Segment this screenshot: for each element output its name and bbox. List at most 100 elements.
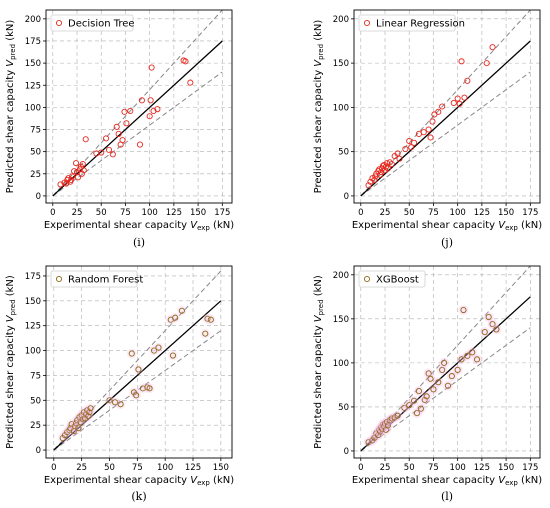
x-tick-label: 150 (213, 463, 229, 473)
y-tick-label: 200 (333, 271, 349, 281)
data-point (106, 397, 113, 404)
data-point (105, 146, 113, 153)
point-halo (437, 364, 448, 375)
lower-bound-line (53, 330, 222, 451)
x-tick-label: 125 (474, 463, 490, 473)
data-point (411, 139, 418, 146)
data-point (454, 366, 461, 373)
point-halo (421, 391, 432, 402)
data-point (421, 396, 428, 403)
point-halo (72, 415, 83, 426)
y-tick-label: 150 (25, 297, 41, 307)
data-point (86, 409, 93, 416)
panel-linear-regression: 0 25 50 75 100 125 150 175 0 50 100 150 200 Experimen… (313, 9, 542, 249)
point-halo (65, 423, 76, 434)
data-point (109, 151, 116, 158)
upper-bound-line (52, 10, 223, 197)
data-point (394, 412, 401, 419)
data-point (154, 106, 161, 113)
data-point (406, 402, 413, 409)
x-tick-label: 100 (450, 463, 466, 473)
data-point (150, 347, 158, 354)
point-halo (85, 403, 96, 414)
data-point (202, 330, 209, 337)
axes-frame (353, 265, 541, 459)
legend-box (50, 270, 138, 288)
data-point (69, 173, 76, 180)
x-tick-label: 50 (404, 463, 415, 473)
point-halo (115, 399, 126, 410)
y-tick-label: 100 (333, 359, 349, 369)
data-point (155, 344, 162, 351)
point-halo (389, 412, 400, 423)
data-point (458, 356, 465, 363)
data-point (386, 159, 393, 166)
data-point (378, 168, 385, 176)
point-halo (170, 312, 181, 323)
data-point (85, 413, 92, 420)
y-tick-label: 150 (25, 59, 41, 69)
point-halo (363, 437, 374, 448)
y-tick-label: 0 (36, 192, 41, 202)
data-point (178, 307, 185, 314)
legend-box (358, 270, 426, 288)
y-tick-label: 75 (30, 126, 41, 136)
point-halo (367, 435, 378, 446)
point-halo (456, 354, 467, 365)
data-point (182, 58, 189, 65)
legend-label: Random Forest (68, 275, 143, 286)
data-point (71, 168, 78, 175)
x-tick-label: 100 (142, 208, 158, 218)
point-halo (425, 373, 436, 384)
point-halo (380, 424, 391, 435)
data-point (204, 315, 211, 322)
data-point (417, 405, 424, 412)
data-point (425, 126, 432, 133)
y-tick-label: 0 (344, 447, 349, 457)
data-point (377, 171, 384, 178)
y-tick-label: 0 (344, 192, 349, 202)
data-point (435, 379, 442, 386)
point-halo (419, 394, 430, 405)
lower-bound-line (360, 327, 531, 452)
data-point (461, 94, 468, 101)
data-point (169, 352, 177, 359)
data-point (384, 422, 391, 429)
legend-box (358, 14, 456, 32)
legend-label: XGBoost (376, 275, 419, 286)
data-point (207, 316, 214, 323)
data-point (139, 385, 146, 392)
data-point (425, 370, 432, 377)
data-point (450, 99, 457, 107)
x-tick-label: 175 (522, 463, 538, 473)
x-axis-label: Experimental shear capacity Vexp (kN) (352, 475, 542, 487)
point-halo (176, 305, 187, 316)
point-halo (458, 305, 469, 316)
data-point (135, 366, 142, 373)
data-point (429, 118, 436, 125)
point-halo (439, 357, 450, 368)
identity-line (52, 40, 223, 197)
point-halo (110, 397, 121, 408)
y-tick-label: 150 (333, 315, 349, 325)
point-halo (73, 423, 84, 434)
data-point (98, 149, 105, 156)
data-point (150, 107, 157, 114)
y-tick-label: 200 (25, 15, 41, 25)
data-point (420, 129, 427, 136)
point-halo (467, 347, 478, 358)
lower-bound-line (360, 71, 531, 197)
point-halo (452, 364, 463, 375)
data-point (78, 170, 85, 177)
y-axis-label: Predicted shear capacity Vpred (kN) (313, 275, 325, 449)
data-point (489, 44, 496, 51)
data-point (136, 141, 144, 148)
point-halo (200, 328, 211, 339)
identity-line (360, 40, 531, 197)
y-tick-label: 50 (338, 148, 349, 158)
data-point (464, 352, 471, 359)
y-tick-label: 175 (25, 37, 41, 47)
x-tick-label: 25 (380, 463, 391, 473)
data-point (441, 359, 448, 366)
